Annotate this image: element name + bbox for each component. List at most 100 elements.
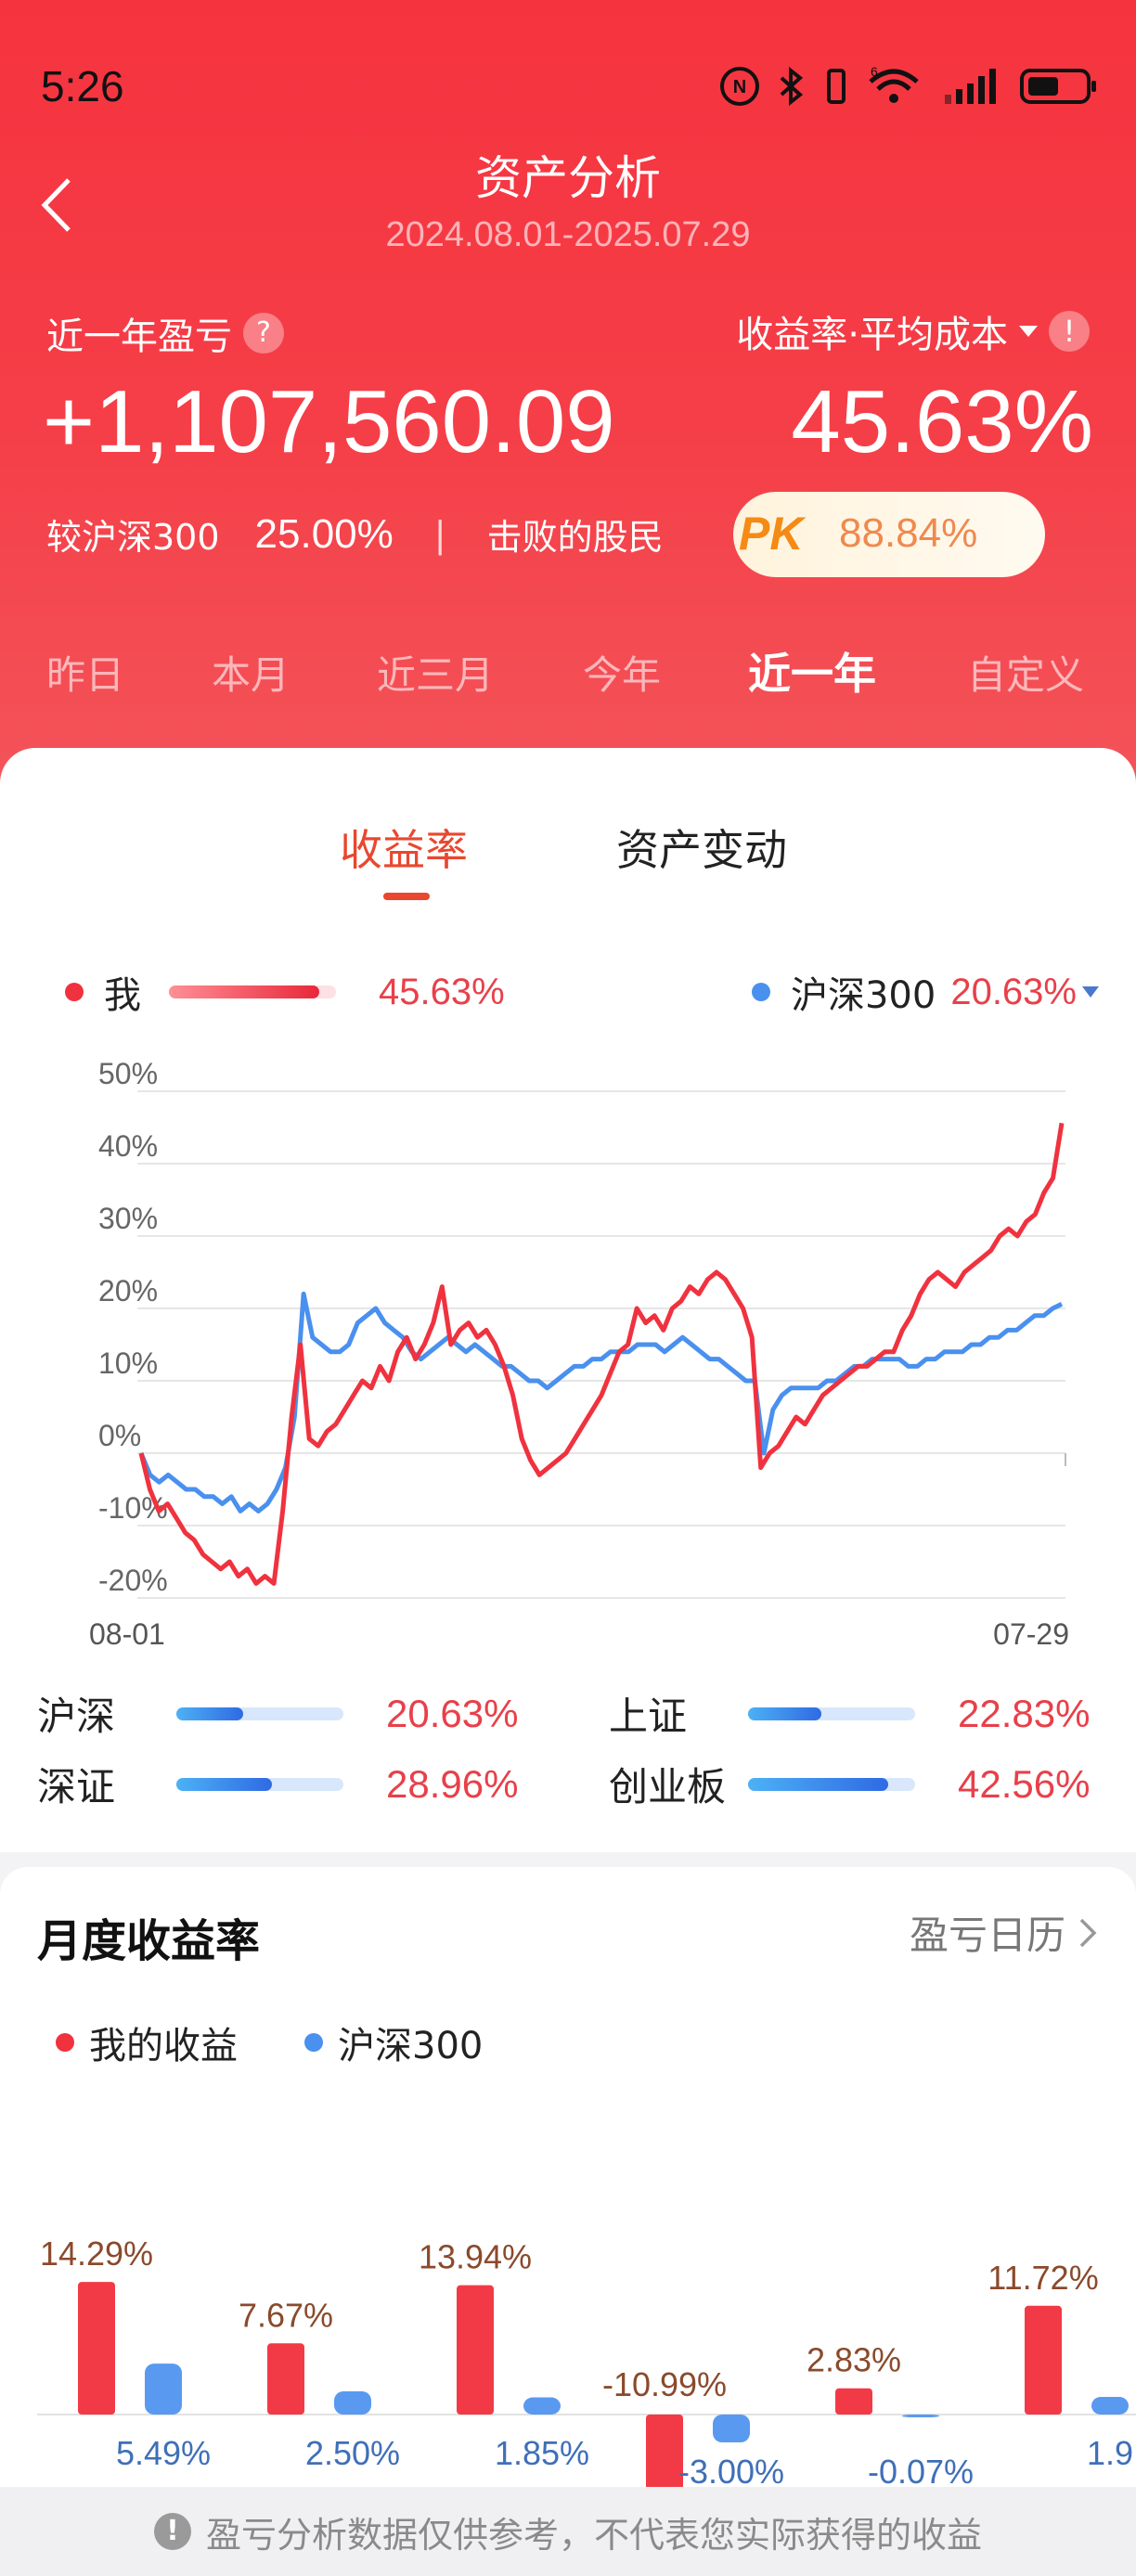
wifi-tag: 6 (871, 65, 878, 79)
bar-benchmark[interactable] (902, 2415, 939, 2417)
bar-me[interactable] (1025, 2305, 1062, 2415)
index-bar (748, 1707, 915, 1720)
index-value: 20.63% (386, 1691, 519, 1735)
rate-value: 45.63% (791, 372, 1093, 471)
bar-label-benchmark: 1.9 (1087, 2434, 1133, 2472)
legend-me-label: 我的收益 (89, 2025, 238, 2067)
index-value: 22.83% (958, 1691, 1091, 1735)
bar-label-benchmark: 5.49% (116, 2434, 211, 2472)
bar-label-benchmark: 2.50% (305, 2434, 400, 2472)
caret-down-icon (1082, 986, 1099, 998)
pnl-label: 近一年盈亏 ? (46, 306, 284, 360)
battery-icon (1019, 65, 1099, 111)
period-tab-custom[interactable]: 自定义 (967, 652, 1085, 698)
x-tick-label: 07-29 (993, 1617, 1069, 1651)
period-tabs: 昨日 本月 近三月 今年 近一年 自定义 (0, 640, 1136, 705)
bar-label-me: 2.83% (807, 2341, 901, 2379)
legend-bench-label: 沪深300 (790, 974, 936, 1017)
index-row-sh: 上证 22.83% (609, 1685, 1090, 1742)
bar-label-benchmark: -0.07% (868, 2453, 974, 2491)
bar-benchmark[interactable] (713, 2415, 750, 2442)
y-tick-label: 0% (98, 1419, 141, 1452)
period-tab-ytd[interactable]: 今年 (583, 652, 662, 698)
monthly-legend: 我的收益 沪深300 (56, 2016, 483, 2069)
index-row-hs: 沪深 20.63% (37, 1685, 518, 1742)
chevron-right-icon (1079, 1918, 1097, 1947)
disclaimer-text: 盈亏分析数据仅供参考，不代表您实际获得的收益 (205, 2514, 982, 2556)
bar-benchmark[interactable] (334, 2391, 371, 2415)
index-value: 28.96% (386, 1761, 519, 1806)
bar-label-me: 11.72% (988, 2259, 1098, 2297)
legend-me: 我 45.63% (65, 965, 505, 1019)
legend-bench-value: 20.63% (950, 971, 1077, 1012)
y-tick-label: 40% (98, 1129, 158, 1163)
tab-return-rate[interactable]: 收益率 (340, 825, 468, 875)
bar-label-me: 13.94% (419, 2238, 532, 2276)
index-name: 创业板 (609, 1764, 727, 1810)
pnl-calendar-link[interactable]: 盈亏日历 (910, 1904, 1099, 1961)
signal-icon (937, 65, 1002, 111)
back-button[interactable] (35, 173, 82, 238)
y-tick-label: -20% (98, 1564, 168, 1597)
return-line-chart[interactable]: 50%40%30%20%10%0%-10%-20%08-01 07-29 (65, 1058, 1095, 1652)
index-bar-fill (748, 1777, 889, 1791)
y-tick-label: 20% (98, 1274, 158, 1307)
monthly-title: 月度收益率 (37, 1915, 261, 1967)
legend-dot (56, 2033, 74, 2052)
rate-method-selector[interactable]: 收益率·平均成本 ! (736, 304, 1090, 358)
bar-me[interactable] (457, 2285, 494, 2415)
info-icon[interactable]: ! (1049, 311, 1090, 352)
bar-label-me: -10.99% (602, 2365, 727, 2403)
info-icon: ! (153, 2513, 191, 2550)
index-name: 上证 (609, 1694, 688, 1739)
wifi-icon: 6 (867, 64, 921, 111)
tab-asset-change[interactable]: 资产变动 (616, 825, 787, 875)
bar-label-benchmark: -3.00% (678, 2453, 784, 2491)
bar-benchmark[interactable] (145, 2363, 182, 2415)
series-line-benchmark (138, 1291, 1064, 1513)
legend-bench-label: 沪深300 (338, 2025, 484, 2067)
y-tick-label: 10% (98, 1346, 158, 1380)
bar-me[interactable] (646, 2415, 683, 2505)
pk-badge[interactable]: PK 88.84% (733, 492, 1045, 577)
beat-label: 击败的股民 (486, 517, 664, 558)
caret-down-icon (1019, 326, 1038, 337)
date-range[interactable]: 2024.08.01-2025.07.29 (385, 215, 751, 254)
divider: | (433, 513, 446, 555)
compare-label: 较沪深300 (46, 517, 220, 558)
bar-benchmark[interactable] (1091, 2397, 1129, 2415)
bar-label-benchmark: 1.85% (495, 2434, 589, 2472)
legend-me-bar-fill (169, 985, 319, 998)
period-tab-month[interactable]: 本月 (212, 652, 290, 698)
bluetooth-icon (778, 65, 806, 111)
performance-card (0, 748, 1136, 1852)
compare-value: 25.00% (254, 510, 394, 557)
index-name: 沪深 (37, 1694, 116, 1739)
legend-me-bar (169, 985, 336, 998)
period-tab-1year[interactable]: 近一年 (748, 649, 876, 699)
chevron-left-icon (41, 178, 71, 232)
period-tab-3months[interactable]: 近三月 (377, 652, 495, 698)
bar-me[interactable] (835, 2388, 872, 2415)
monthly-bar-chart[interactable]: 14.29% 5.49% 7.67% 2.50% 13.94% 1.85% -10.99% -… (0, 2134, 1136, 2505)
period-tab-yesterday[interactable]: 昨日 (46, 652, 125, 698)
x-tick-label: 08-01 (89, 1617, 165, 1651)
index-bar (748, 1777, 915, 1791)
question-icon[interactable]: ? (243, 313, 284, 354)
bar-label-me: 7.67% (239, 2296, 333, 2334)
nfc-icon: N (718, 65, 761, 111)
legend-me-value: 45.63% (379, 971, 505, 1012)
index-row-cyb: 创业板 42.56% (609, 1756, 1090, 1812)
legend-me-label: 我 (104, 974, 141, 1017)
y-tick-label: 50% (98, 1058, 158, 1090)
legend-benchmark[interactable]: 沪深300 20.63% (751, 965, 1099, 1019)
bar-benchmark[interactable] (523, 2397, 561, 2415)
bar-label-me: 14.29% (40, 2235, 153, 2273)
index-row-sz: 深证 28.96% (37, 1756, 518, 1812)
bar-me[interactable] (267, 2343, 304, 2415)
status-icons: N 6 (718, 64, 1099, 111)
legend-bench-dot (751, 983, 770, 1001)
y-tick-label: 30% (98, 1202, 158, 1235)
status-bar: 5:26 N 6 (0, 0, 1136, 167)
bar-me[interactable] (78, 2282, 115, 2415)
